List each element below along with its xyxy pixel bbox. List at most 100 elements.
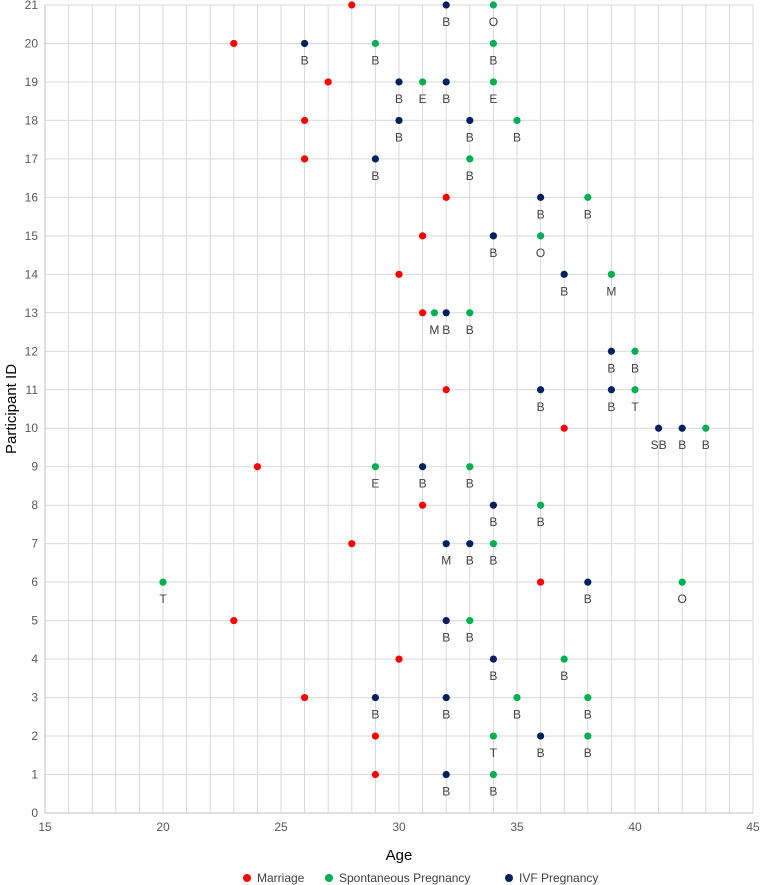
x-axis-title: Age: [386, 847, 413, 864]
ivf-pregnancy-point: [419, 463, 427, 471]
ivf-pregnancy-point: [442, 540, 450, 548]
ivf-pregnancy-point: [560, 270, 568, 278]
spontaneous-pregnancy-data-label: B: [466, 477, 474, 491]
y-tick-label: 16: [25, 190, 39, 204]
marriage-point: [442, 386, 450, 394]
spontaneous-pregnancy-point: [678, 578, 686, 586]
y-tick-label: 6: [31, 575, 38, 589]
x-tick-label: 25: [274, 820, 288, 834]
spontaneous-pregnancy-data-label: B: [584, 746, 592, 760]
ivf-pregnancy-point: [466, 540, 474, 548]
spontaneous-pregnancy-data-label: B: [489, 53, 497, 67]
spontaneous-pregnancy-point: [430, 309, 438, 317]
marriage-point: [395, 270, 403, 278]
marriage-point: [442, 193, 450, 201]
ivf-pregnancy-data-label: B: [560, 284, 568, 298]
ivf-pregnancy-point: [678, 424, 686, 432]
spontaneous-pregnancy-point: [584, 193, 592, 201]
spontaneous-pregnancy-data-label: B: [466, 169, 474, 183]
ivf-pregnancy-point: [301, 39, 309, 48]
ivf-pregnancy-point: [442, 693, 450, 702]
spontaneous-pregnancy-data-label: B: [466, 323, 474, 337]
y-tick-label: 4: [31, 652, 38, 666]
marriage-point: [419, 309, 427, 317]
ivf-pregnancy-data-label: B: [537, 400, 545, 414]
spontaneous-pregnancy-data-label: B: [537, 515, 545, 529]
ivf-pregnancy-point: [489, 232, 497, 240]
ivf-pregnancy-point: [537, 732, 545, 740]
ivf-pregnancy-data-label: SB: [651, 438, 667, 452]
ivf-pregnancy-data-label: B: [489, 515, 497, 529]
marriage-point: [537, 578, 545, 586]
legend-marker-ivf-pregnancy: [505, 874, 513, 882]
spontaneous-pregnancy-data-label: T: [631, 400, 639, 414]
marriage-point: [371, 770, 379, 779]
ivf-pregnancy-point: [442, 1, 450, 9]
ivf-pregnancy-point: [607, 347, 616, 355]
spontaneous-pregnancy-point: [537, 232, 545, 240]
spontaneous-pregnancy-data-label: B: [466, 631, 474, 645]
spontaneous-pregnancy-data-label: B: [489, 785, 497, 799]
ivf-pregnancy-data-label: B: [442, 785, 450, 799]
spontaneous-pregnancy-point: [489, 78, 497, 86]
spontaneous-pregnancy-point: [631, 347, 639, 355]
spontaneous-pregnancy-point: [631, 386, 639, 394]
ivf-pregnancy-point: [442, 617, 450, 625]
ivf-pregnancy-point: [466, 116, 474, 125]
y-tick-label: 12: [25, 344, 39, 358]
y-tick-label: 10: [25, 421, 39, 435]
ivf-pregnancy-data-label: B: [371, 169, 379, 183]
spontaneous-pregnancy-data-label: T: [159, 592, 167, 606]
spontaneous-pregnancy-point: [489, 1, 497, 9]
spontaneous-pregnancy-point: [489, 732, 497, 740]
x-tick-label: 15: [38, 820, 52, 834]
ivf-pregnancy-data-label: B: [466, 130, 474, 144]
spontaneous-pregnancy-point: [513, 693, 521, 702]
spontaneous-pregnancy-data-label: M: [429, 323, 439, 337]
x-tick-label: 45: [746, 820, 760, 834]
spontaneous-pregnancy-point: [584, 732, 592, 740]
x-tick-labels: 15 20 25 30 35 40 45: [38, 820, 760, 834]
spontaneous-pregnancy-data-label: E: [371, 477, 379, 491]
marriage-point: [301, 155, 309, 163]
spontaneous-pregnancy-data-label: B: [513, 130, 521, 144]
spontaneous-pregnancy-point: [584, 693, 592, 702]
ivf-pregnancy-point: [584, 578, 592, 586]
ivf-pregnancy-point: [442, 770, 450, 779]
spontaneous-pregnancy-point: [537, 501, 545, 509]
ivf-pregnancy-point: [489, 655, 497, 663]
spontaneous-pregnancy-data-label: T: [490, 746, 498, 760]
spontaneous-pregnancy-point: [513, 116, 521, 125]
ivf-pregnancy-point: [442, 309, 450, 317]
ivf-pregnancy-data-label: B: [442, 708, 450, 722]
ivf-pregnancy-data-label: B: [466, 554, 474, 568]
spontaneous-pregnancy-point: [607, 270, 616, 278]
spontaneous-pregnancy-data-label: B: [702, 438, 710, 452]
ivf-pregnancy-point: [395, 116, 403, 125]
y-tick-label: 2: [31, 729, 38, 743]
ivf-pregnancy-data-label: B: [395, 92, 403, 106]
marriage-point: [230, 39, 238, 48]
legend-marker-marriage: [243, 874, 251, 882]
spontaneous-pregnancy-point: [489, 540, 497, 548]
ivf-pregnancy-point: [607, 386, 616, 394]
marriage-point: [348, 1, 356, 9]
marriage-point: [419, 501, 427, 509]
y-tick-label: 8: [31, 498, 38, 512]
marriage-point: [253, 463, 261, 471]
legend-label-spontaneous-pregnancy: Spontaneous Pregnancy: [339, 871, 470, 885]
spontaneous-pregnancy-data-label: B: [513, 708, 521, 722]
ivf-pregnancy-point: [395, 78, 403, 86]
spontaneous-pregnancy-data-label: B: [584, 207, 592, 221]
y-axis-title: Participant ID: [3, 364, 20, 454]
y-tick-label: 1: [31, 768, 38, 782]
spontaneous-pregnancy-point: [371, 39, 379, 48]
spontaneous-pregnancy-point: [466, 617, 474, 625]
ivf-pregnancy-data-label: B: [442, 15, 450, 29]
spontaneous-pregnancy-point: [466, 463, 474, 471]
y-tick-label: 21: [25, 0, 39, 12]
ivf-pregnancy-data-label: B: [537, 746, 545, 760]
marriage-point: [560, 424, 568, 432]
